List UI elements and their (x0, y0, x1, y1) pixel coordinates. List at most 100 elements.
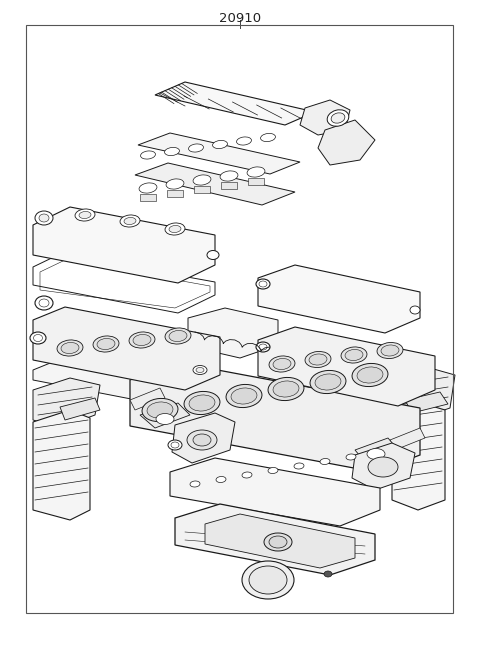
Ellipse shape (166, 179, 184, 189)
Polygon shape (140, 403, 190, 428)
Ellipse shape (133, 335, 151, 346)
Ellipse shape (93, 336, 119, 352)
Ellipse shape (120, 215, 140, 227)
Polygon shape (130, 362, 420, 472)
Ellipse shape (141, 151, 156, 159)
Ellipse shape (242, 472, 252, 478)
Ellipse shape (193, 434, 211, 446)
Ellipse shape (171, 442, 179, 448)
Polygon shape (33, 357, 222, 410)
Ellipse shape (124, 218, 136, 224)
Polygon shape (352, 443, 415, 490)
Ellipse shape (226, 384, 262, 407)
Ellipse shape (410, 306, 420, 314)
Polygon shape (135, 163, 295, 205)
Ellipse shape (61, 342, 79, 354)
Ellipse shape (269, 536, 287, 548)
Ellipse shape (242, 561, 294, 599)
Ellipse shape (310, 371, 346, 394)
Ellipse shape (216, 476, 226, 483)
Ellipse shape (249, 566, 287, 594)
Ellipse shape (346, 454, 356, 460)
Polygon shape (205, 514, 355, 568)
Polygon shape (390, 428, 425, 450)
Polygon shape (258, 377, 435, 432)
Ellipse shape (256, 342, 270, 352)
Polygon shape (194, 186, 210, 193)
Polygon shape (170, 458, 380, 526)
Polygon shape (175, 504, 375, 575)
Polygon shape (130, 388, 165, 410)
Polygon shape (258, 327, 435, 406)
Ellipse shape (259, 344, 267, 350)
Ellipse shape (237, 137, 252, 145)
Ellipse shape (193, 365, 207, 375)
Ellipse shape (220, 171, 238, 181)
Ellipse shape (368, 457, 398, 477)
Ellipse shape (190, 481, 200, 487)
Ellipse shape (273, 358, 291, 369)
Polygon shape (221, 182, 237, 189)
Ellipse shape (189, 395, 215, 411)
Ellipse shape (39, 214, 49, 222)
Ellipse shape (352, 363, 388, 386)
Ellipse shape (357, 367, 383, 383)
Polygon shape (355, 438, 398, 462)
Ellipse shape (264, 533, 292, 551)
Polygon shape (300, 100, 350, 135)
Ellipse shape (345, 350, 363, 361)
Ellipse shape (169, 226, 181, 232)
Polygon shape (33, 378, 100, 428)
Polygon shape (248, 178, 264, 185)
Ellipse shape (261, 133, 276, 142)
Polygon shape (188, 308, 278, 358)
Ellipse shape (184, 392, 220, 415)
Ellipse shape (169, 331, 187, 342)
Ellipse shape (259, 281, 267, 287)
Polygon shape (33, 207, 215, 283)
Ellipse shape (75, 209, 95, 221)
Ellipse shape (34, 335, 43, 342)
Ellipse shape (39, 299, 49, 307)
Polygon shape (318, 120, 375, 165)
Text: 20910: 20910 (219, 12, 261, 25)
Ellipse shape (327, 110, 349, 126)
Ellipse shape (309, 354, 327, 365)
Ellipse shape (269, 356, 295, 372)
Ellipse shape (305, 352, 331, 367)
Ellipse shape (381, 345, 399, 356)
Ellipse shape (320, 459, 330, 464)
Ellipse shape (268, 377, 304, 401)
Ellipse shape (139, 183, 157, 193)
Ellipse shape (142, 398, 178, 422)
Polygon shape (167, 190, 183, 197)
Ellipse shape (30, 332, 46, 344)
Ellipse shape (35, 211, 53, 225)
Bar (26, 25, 453, 613)
Ellipse shape (231, 388, 257, 404)
Ellipse shape (213, 140, 228, 148)
Ellipse shape (367, 449, 385, 459)
Polygon shape (155, 82, 315, 125)
Polygon shape (258, 265, 420, 333)
Polygon shape (33, 410, 90, 520)
Ellipse shape (256, 279, 270, 289)
Ellipse shape (97, 338, 115, 350)
Ellipse shape (377, 342, 403, 359)
Polygon shape (138, 133, 300, 174)
Ellipse shape (165, 223, 185, 235)
Ellipse shape (129, 332, 155, 348)
Polygon shape (60, 398, 100, 420)
Ellipse shape (156, 413, 174, 424)
Ellipse shape (35, 296, 53, 310)
Ellipse shape (193, 175, 211, 185)
Polygon shape (392, 402, 445, 510)
Ellipse shape (207, 251, 219, 260)
Ellipse shape (331, 113, 345, 123)
Ellipse shape (165, 148, 180, 155)
Ellipse shape (165, 328, 191, 344)
Ellipse shape (247, 167, 265, 177)
Ellipse shape (315, 374, 341, 390)
Ellipse shape (268, 468, 278, 474)
Ellipse shape (147, 402, 173, 418)
